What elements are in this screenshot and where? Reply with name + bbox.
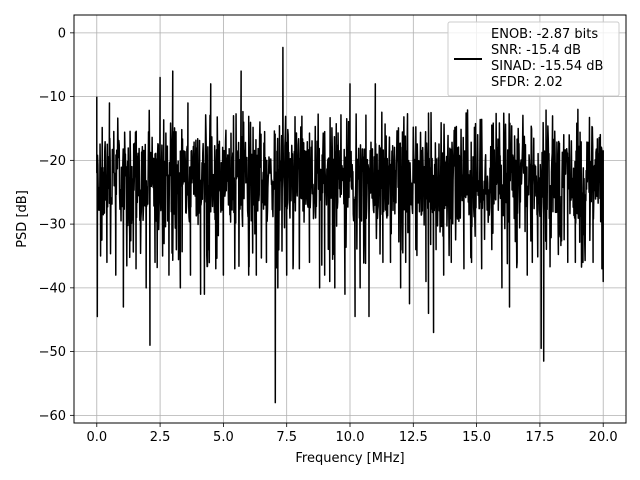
legend-sfdr: SFDR: 2.02 [491, 75, 563, 90]
legend: ENOB: -2.87 bits SNR: -15.4 dB SINAD: -1… [447, 21, 620, 97]
legend-box [447, 21, 620, 97]
psd-trace-group [96, 46, 604, 404]
y-tick-label: 0 [58, 26, 66, 41]
x-tick-label: 2.5 [150, 430, 171, 445]
y-axis-label: PSD [dB] [15, 190, 30, 248]
x-tick-label: 15.0 [462, 430, 491, 445]
y-tick-label: −40 [39, 281, 66, 296]
x-axis-label: Frequency [MHz] [295, 451, 404, 466]
legend-sinad: SINAD: -15.54 dB [491, 59, 603, 74]
y-tick-label: −60 [39, 409, 66, 424]
x-tick-label: 12.5 [399, 430, 428, 445]
y-tick-label: −50 [39, 345, 66, 360]
legend-snr: SNR: -15.4 dB [491, 43, 581, 58]
x-tick-label: 0.0 [86, 430, 107, 445]
x-tick-label: 7.5 [276, 430, 297, 445]
x-tick-label: 10.0 [336, 430, 365, 445]
y-tick-label: −30 [39, 218, 66, 233]
legend-enob: ENOB: -2.87 bits [491, 27, 598, 42]
y-tick-label: −20 [39, 154, 66, 169]
psd-trace-line [96, 46, 604, 404]
y-tick-label: −10 [39, 90, 66, 105]
x-tick-label: 5.0 [213, 430, 234, 445]
x-tick-label: 20.0 [589, 430, 618, 445]
ticks: 0.0 2.5 5.0 7.5 10.0 12.5 15.0 17.5 20.0 0 −10 −20 −… [39, 26, 618, 445]
x-tick-label: 17.5 [525, 430, 554, 445]
